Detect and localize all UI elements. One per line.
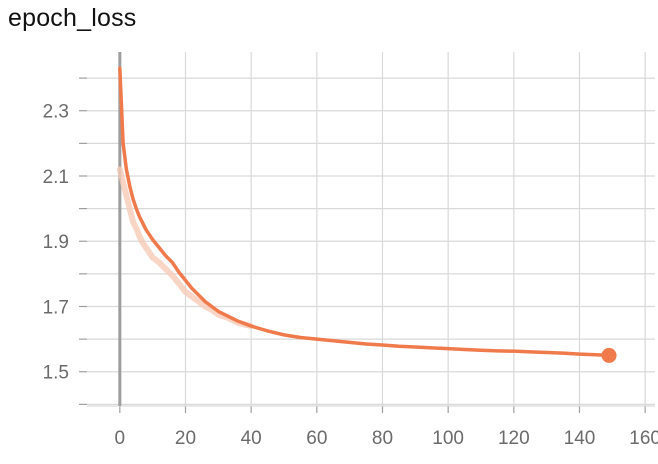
- y-tick-label: 2.3: [43, 102, 69, 123]
- x-tick-label: 0: [115, 428, 126, 449]
- series-layer: [120, 68, 617, 363]
- x-tick-label: 140: [564, 428, 596, 449]
- y-tick-label: 1.5: [43, 363, 69, 384]
- x-tick-label: 20: [175, 428, 196, 449]
- x-tick-label: 120: [498, 428, 530, 449]
- y-tick-label: 1.7: [43, 297, 69, 318]
- loss-line: [120, 68, 609, 355]
- x-tick-label: 60: [306, 428, 327, 449]
- y-tick-label: 2.1: [43, 167, 69, 188]
- x-tick-label: 40: [241, 428, 262, 449]
- tick-labels: 0 20 40 60 80 100 120 140 160 1.5 1.7 1.9 2.1 2.3: [43, 102, 658, 449]
- x-tick-label: 80: [372, 428, 393, 449]
- x-tick-label: 160: [629, 428, 658, 449]
- y-tick-label: 1.9: [43, 232, 69, 253]
- endpoint-marker: [602, 348, 617, 363]
- x-tick-label: 100: [432, 428, 464, 449]
- axes: [79, 52, 655, 413]
